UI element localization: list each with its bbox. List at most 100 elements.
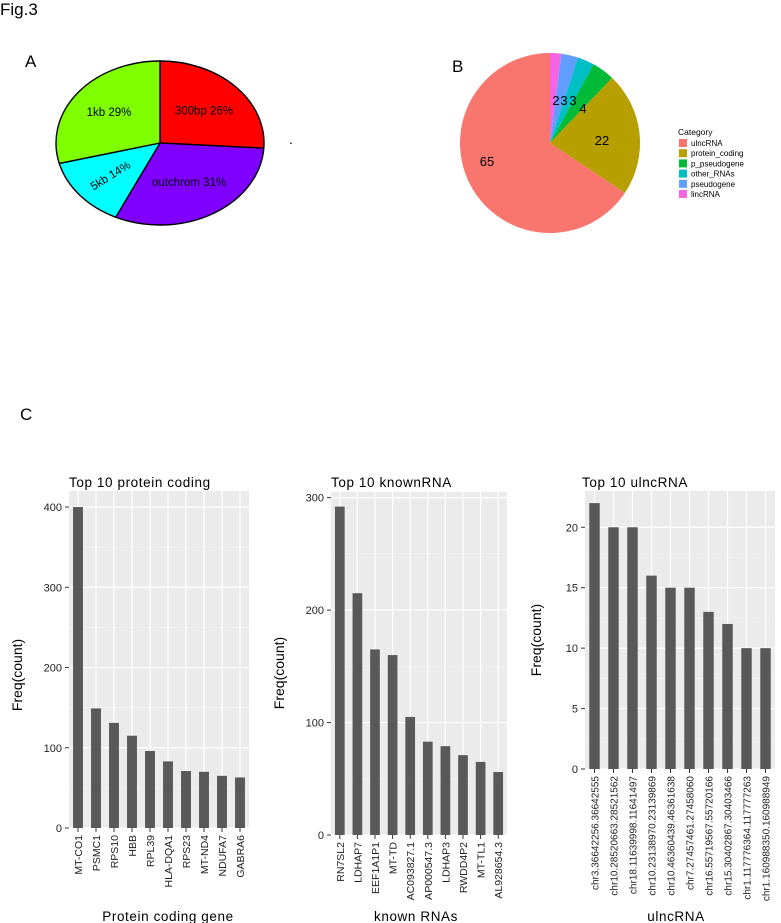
x-tick-label-mt-tl1: MT-TL1 <box>476 842 488 878</box>
pie-b-slice-protein-coding <box>550 77 640 193</box>
bar-chart-ulncrna: 0 5 10 15 20 chr3.36642256.36642555 chr10.2852… <box>528 475 775 923</box>
bar-chr1-160988350-160988949 <box>760 648 771 769</box>
bar-psmc1 <box>91 708 101 828</box>
pie-a-slice-300bp <box>159 60 265 149</box>
x-tick-label-rps10: RPS10 <box>109 835 121 868</box>
bar-mt-co1 <box>73 507 83 828</box>
bar-ldhap7 <box>352 593 363 835</box>
y-tick-label: 15 <box>566 583 578 595</box>
x-tick-label-ldhap3: LDHAP3 <box>440 842 452 883</box>
x-tick-label-psmc1: PSMC1 <box>91 835 103 871</box>
legend-label-p-pseudogene: p_pseudogene <box>691 159 744 168</box>
pie-b-slice-other-rnas <box>550 57 594 143</box>
y-tick-label: 400 <box>44 502 62 514</box>
bar-chr7-27457461-27458060 <box>684 587 695 769</box>
stray-mark: . <box>289 131 293 147</box>
y-tick-label: 300 <box>306 493 324 505</box>
pie-b-label-protein-coding: 22 <box>595 133 609 148</box>
chart-title: Top 10 knownRNA <box>331 475 452 490</box>
x-tick-label-ac093827-1: AC093827.1 <box>405 842 417 901</box>
bar-rpl39 <box>145 750 155 828</box>
x-tick-label-chr10-46360439-46361638: chr10.46360439.46361638 <box>667 776 678 896</box>
legend-label-pseudogene: pseudogene <box>691 180 736 189</box>
legend-key-protein-coding <box>679 149 687 158</box>
bar-chr3-36642256-36642555 <box>589 503 600 769</box>
x-tick-label-chr1-160988350-160988949: chr1.160988350.160988949 <box>762 776 773 902</box>
pie-a-label-300bp: 300bp 26% <box>175 105 233 117</box>
bar-hbb <box>127 735 137 828</box>
bar-mt-td <box>387 655 398 835</box>
pie-a-slice-1kb <box>55 60 161 165</box>
pie-b-slice-lincrna <box>550 53 562 143</box>
bar-rps23 <box>181 771 191 828</box>
x-tick-label-chr7-27457461-27458060: chr7.27457461.27458060 <box>686 776 697 890</box>
x-tick-label-chr3-36642256-36642555: chr3.36642256.36642555 <box>591 776 602 890</box>
x-tick-label-rps23: RPS23 <box>181 835 193 868</box>
pie-b-slice-ulncrna <box>459 53 625 233</box>
bar-chart-protein-coding: 0 100 200 300 400 MT-CO1 PSMC1 RPS10 HBB RPL39 HLA… <box>9 475 249 923</box>
x-tick-label-ap000547-3: AP000547.3 <box>423 842 435 900</box>
y-tick-label: 5 <box>572 704 578 716</box>
bar-al928654-3 <box>493 772 504 835</box>
pie-b-label-pseudogene: 3 <box>560 93 567 108</box>
legend-key-pseudogene <box>679 179 687 188</box>
bar-mt-tl1 <box>475 761 486 835</box>
pie-a-slice-5kb <box>58 141 162 219</box>
x-tick-label-chr16-55719567-55720166: chr16.55719567.55720166 <box>705 776 716 896</box>
legend-label-ulncrna: ulncRNA <box>691 139 723 148</box>
y-tick-label: 0 <box>56 823 62 835</box>
pie-b-legend: Category ulncRNAprotein_codingp_pseudogen… <box>678 127 744 199</box>
pie-a-label-1kb: 1kb 29% <box>87 107 132 119</box>
bar-rwdd4p2 <box>458 755 468 835</box>
pie-a-label-outchrom: outchrom 31% <box>152 177 226 189</box>
x-tick-label-ldhap7: LDHAP7 <box>352 842 364 883</box>
y-axis-label: Freq(count) <box>528 604 544 676</box>
y-tick-label: 300 <box>44 582 62 594</box>
bar-rps10 <box>109 722 119 828</box>
y-axis-label: Freq(count) <box>9 639 25 711</box>
x-tick-label-chr10-28520663-28521562: chr10.28520663.28521562 <box>610 776 621 896</box>
bar-chr10-46360439-46361638 <box>665 587 676 769</box>
x-axis-label: ulncRNA <box>647 909 704 923</box>
x-tick-label-chr15-30402867-30403466: chr15.30402867.30403466 <box>724 776 735 896</box>
bar-chr16-55719567-55720166 <box>703 611 714 769</box>
bar-gabra6 <box>235 777 245 828</box>
pie-b-slice-pseudogene <box>550 53 579 143</box>
x-tick-label-rpl39: RPL39 <box>145 835 157 867</box>
y-tick-label: 100 <box>44 743 62 755</box>
x-tick-label-gabra6: GABRA6 <box>235 835 247 878</box>
x-tick-label-mt-co1: MT-CO1 <box>73 835 85 875</box>
x-tick-label-al928654-3: AL928654.3 <box>493 842 505 899</box>
legend-label-other-rnas: other_RNAs <box>691 170 735 179</box>
x-axis-label: Protein coding gene <box>102 909 234 923</box>
x-tick-label-chr1-117776364-117777263: chr1.117776364.117777263 <box>743 776 754 900</box>
pie-b-slice-p-pseudogene <box>550 64 613 143</box>
y-tick-label: 0 <box>318 830 324 842</box>
legend-label-lincrna: lincRNA <box>691 190 721 199</box>
x-tick-label-rn7sl2: RN7SL2 <box>335 842 347 882</box>
pie-b-label-p-pseudogene: 4 <box>579 101 586 116</box>
pie-b-label-other-rnas: 3 <box>569 93 576 108</box>
bar-ndufa7 <box>217 775 227 828</box>
legend-key-ulncrna <box>679 139 687 147</box>
x-tick-label-mt-nd4: MT-ND4 <box>199 835 211 874</box>
chart-title: Top 10 protein coding <box>69 475 211 490</box>
x-tick-label-mt-td: MT-TD <box>388 842 400 874</box>
legend-title: Category <box>678 127 713 137</box>
bar-chart-known-rna: 0 100 200 300 RN7SL2 LDHAP7 EEF1A1P1 MT-TD AC093… <box>271 475 507 923</box>
pie-chart-a: 300bp 26%outchrom 31%5kb 14%1kb 29% <box>55 60 265 226</box>
bar-ac093827-1 <box>405 716 416 835</box>
bar-eef1a1p1 <box>370 649 380 835</box>
x-tick-label-eef1a1p1: EEF1A1P1 <box>370 842 382 894</box>
chart-title: Top 10 ulncRNA <box>582 475 688 490</box>
figure-title: Fig.3 <box>0 0 38 19</box>
panel-label-a: A <box>25 52 37 71</box>
bar-chr15-30402867-30403466 <box>722 623 733 769</box>
bar-chr18-11639998-11641497 <box>627 527 638 769</box>
legend-key-other-rnas <box>679 169 687 178</box>
legend-label-protein-coding: protein_coding <box>691 149 743 158</box>
y-axis-label: Freq(count) <box>271 637 287 709</box>
pie-b-label-lincrna: 2 <box>552 93 559 108</box>
bar-ldhap3 <box>440 746 451 835</box>
pie-b-label-ulncrna: 65 <box>480 154 494 169</box>
